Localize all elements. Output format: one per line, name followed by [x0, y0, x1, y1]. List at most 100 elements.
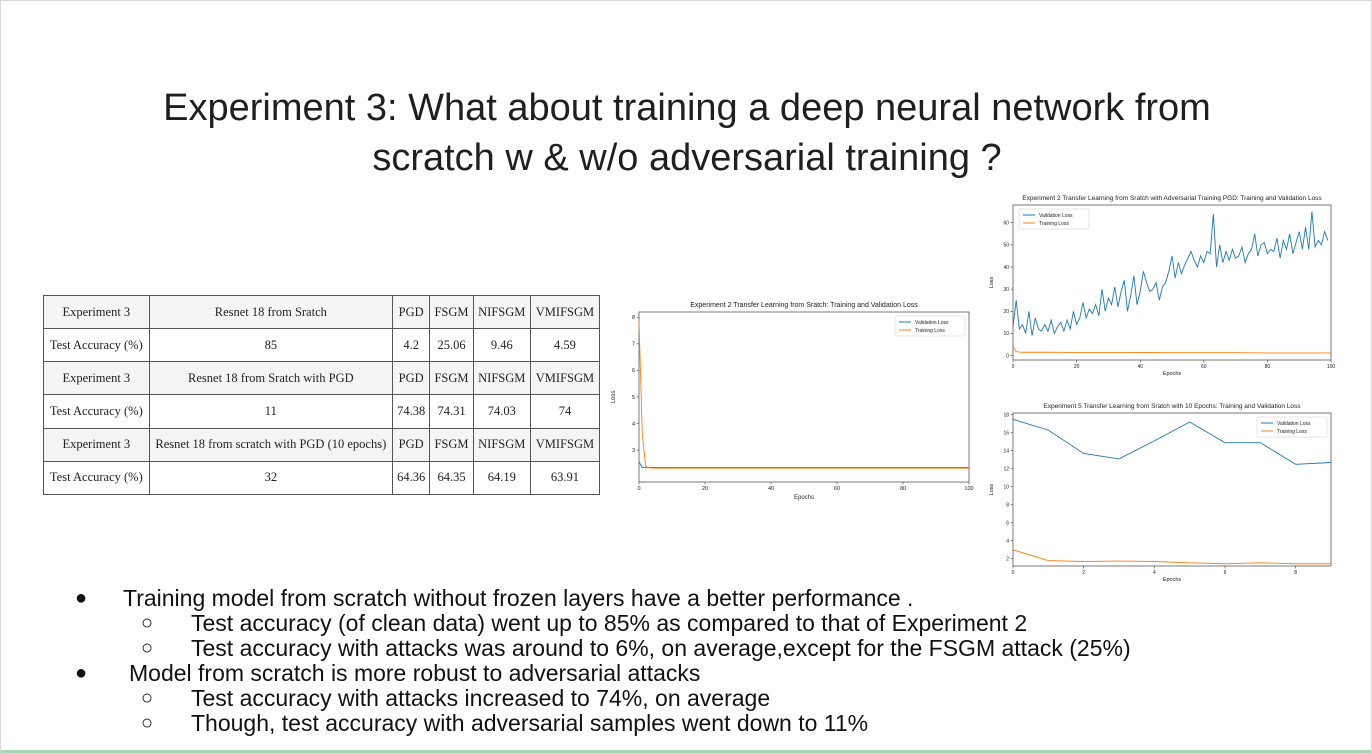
- plot-frame: [1012, 412, 1332, 567]
- x-tick-label: 20: [1074, 364, 1080, 370]
- y-axis-label: Loss: [989, 276, 995, 288]
- y-tick-label: 40: [1003, 265, 1009, 271]
- table-cell: VMIFSGM: [529, 427, 601, 462]
- series-line-training-loss: [1012, 549, 1331, 565]
- x-axis-label: Epochs: [794, 495, 814, 501]
- legend-box: [1018, 208, 1090, 230]
- title-line-2: scratch w & w/o adversarial training ?: [372, 137, 1002, 179]
- x-tick-label: 100: [1327, 364, 1336, 370]
- x-tick-label: 80: [900, 486, 906, 492]
- x-tick-label: 80: [1265, 364, 1271, 370]
- chart-title: Experiment 2 Transfer Learning from Srat…: [1022, 195, 1322, 202]
- table-cell: 74.38: [391, 394, 431, 429]
- filled-bullet-icon: ●: [75, 662, 88, 684]
- legend-label: Validation Loss: [1039, 213, 1073, 219]
- loss-chart-10-epochs: Experiment 5 Transfer Learning from Srat…: [985, 399, 1339, 585]
- hollow-bullet-icon: ○: [141, 612, 154, 634]
- results-table: Experiment 3 Resnet 18 from Sratch PGD FSGM…: [43, 294, 601, 496]
- x-tick-label: 40: [1137, 364, 1143, 370]
- table-cell: PGD: [391, 427, 431, 462]
- legend-label: Training Loss: [1039, 221, 1069, 227]
- table-cell: 11: [148, 394, 393, 429]
- bullet-text: Training model from scratch without froz…: [123, 585, 914, 611]
- slide-title: Experiment 3: What about training a deep…: [41, 83, 1333, 183]
- table-cell: 9.46: [472, 328, 531, 363]
- table-cell: 4.59: [529, 328, 601, 363]
- y-tick-label: 2: [1006, 557, 1009, 563]
- table-cell: NIFSGM: [472, 294, 531, 330]
- x-tick-label: 0: [1012, 570, 1015, 576]
- bullet-text: Model from scratch is more robust to adv…: [129, 660, 701, 686]
- series-line-training-loss: [638, 321, 969, 469]
- y-tick-label: 3: [632, 448, 635, 454]
- x-tick-label: 60: [834, 486, 840, 492]
- table-cell: Test Accuracy (%): [43, 328, 150, 363]
- y-tick-label: 8: [1006, 503, 1009, 509]
- bullet-text: Though, test accuracy with adversarial s…: [191, 710, 869, 736]
- table-cell: NIFSGM: [472, 361, 531, 396]
- legend-label: Training Loss: [915, 328, 945, 334]
- table-cell: 74.03: [472, 394, 531, 429]
- series-line-validation-loss: [1012, 418, 1332, 465]
- series-line-validation-loss: [638, 461, 969, 468]
- loss-chart-transfer-scratch: Experiment 2 Transfer Learning from Srat…: [607, 296, 979, 503]
- legend-label: Validation Loss: [1277, 421, 1311, 427]
- table-cell: 32: [148, 460, 393, 496]
- y-tick-label: 10: [1003, 331, 1009, 337]
- table-cell: 63.91: [529, 460, 601, 496]
- table-cell: FSGM: [429, 294, 474, 330]
- table-cell: Resnet 18 from Sratch: [148, 294, 393, 330]
- series-line-training-loss: [1012, 346, 1331, 354]
- table-row: Experiment 3 Resnet 18 from Sratch PGD FSGM…: [43, 294, 601, 330]
- loss-chart-adversarial-pgd: Experiment 2 Transfer Learning from Srat…: [985, 191, 1339, 379]
- y-tick-label: 4: [1006, 539, 1009, 545]
- y-tick-label: 12: [1003, 467, 1009, 473]
- table-cell: VMIFSGM: [529, 294, 601, 330]
- table-cell: 85: [148, 328, 393, 363]
- plot-frame: [638, 311, 970, 483]
- table-row: Experiment 3 Resnet 18 from scratch with …: [43, 427, 601, 462]
- chart-title: Experiment 2 Transfer Learning from Srat…: [690, 302, 918, 309]
- table-cell: 64.19: [472, 460, 531, 496]
- y-tick-label: 18: [1003, 413, 1009, 419]
- table-cell: 74.31: [429, 394, 474, 429]
- x-tick-label: 20: [702, 486, 708, 492]
- table-cell: PGD: [391, 294, 431, 330]
- y-axis-label: Loss: [611, 391, 617, 404]
- chart-svg: Experiment 5 Transfer Learning from Srat…: [989, 403, 1332, 583]
- x-axis-label: Epochs: [1163, 371, 1182, 377]
- y-tick-label: 6: [632, 368, 635, 374]
- x-tick-label: 6: [1224, 570, 1227, 576]
- hollow-bullet-icon: ○: [141, 637, 154, 659]
- table-cell: PGD: [391, 361, 431, 396]
- table-row: Experiment 3 Resnet 18 from Sratch with P…: [43, 361, 601, 396]
- x-tick-label: 2: [1082, 570, 1085, 576]
- table-cell: NIFSGM: [472, 427, 531, 462]
- table-cell: 4.2: [391, 328, 431, 363]
- y-tick-label: 4: [632, 421, 635, 427]
- table-cell: 64.36: [391, 460, 431, 496]
- bullet-text: Test accuracy with attacks was around to…: [191, 635, 1131, 661]
- table-cell: 64.35: [429, 460, 474, 496]
- x-tick-label: 60: [1201, 364, 1207, 370]
- hollow-bullet-icon: ○: [141, 712, 154, 734]
- table-row: Test Accuracy (%) 11 74.38 74.31 74.03 74: [43, 394, 601, 429]
- table-cell: FSGM: [429, 361, 474, 396]
- y-axis-label: Loss: [989, 483, 995, 495]
- hollow-bullet-icon: ○: [141, 687, 154, 709]
- y-tick-label: 5: [632, 395, 635, 401]
- table-cell: Test Accuracy (%): [43, 460, 150, 496]
- x-tick-label: 0: [1012, 364, 1015, 370]
- chart-svg: Experiment 2 Transfer Learning from Srat…: [989, 195, 1336, 377]
- filled-bullet-icon: ●: [75, 587, 88, 609]
- y-tick-label: 0: [1006, 353, 1009, 359]
- table-cell: Resnet 18 from scratch with PGD (10 epoc…: [148, 427, 393, 462]
- legend-label: Validation Loss: [915, 320, 949, 326]
- y-tick-label: 6: [1006, 521, 1009, 527]
- y-tick-label: 10: [1003, 485, 1009, 491]
- table-cell: Test Accuracy (%): [43, 394, 150, 429]
- table-cell: Resnet 18 from Sratch with PGD: [148, 361, 393, 396]
- table-row: Test Accuracy (%) 85 4.2 25.06 9.46 4.59: [43, 328, 601, 363]
- x-tick-label: 40: [768, 486, 774, 492]
